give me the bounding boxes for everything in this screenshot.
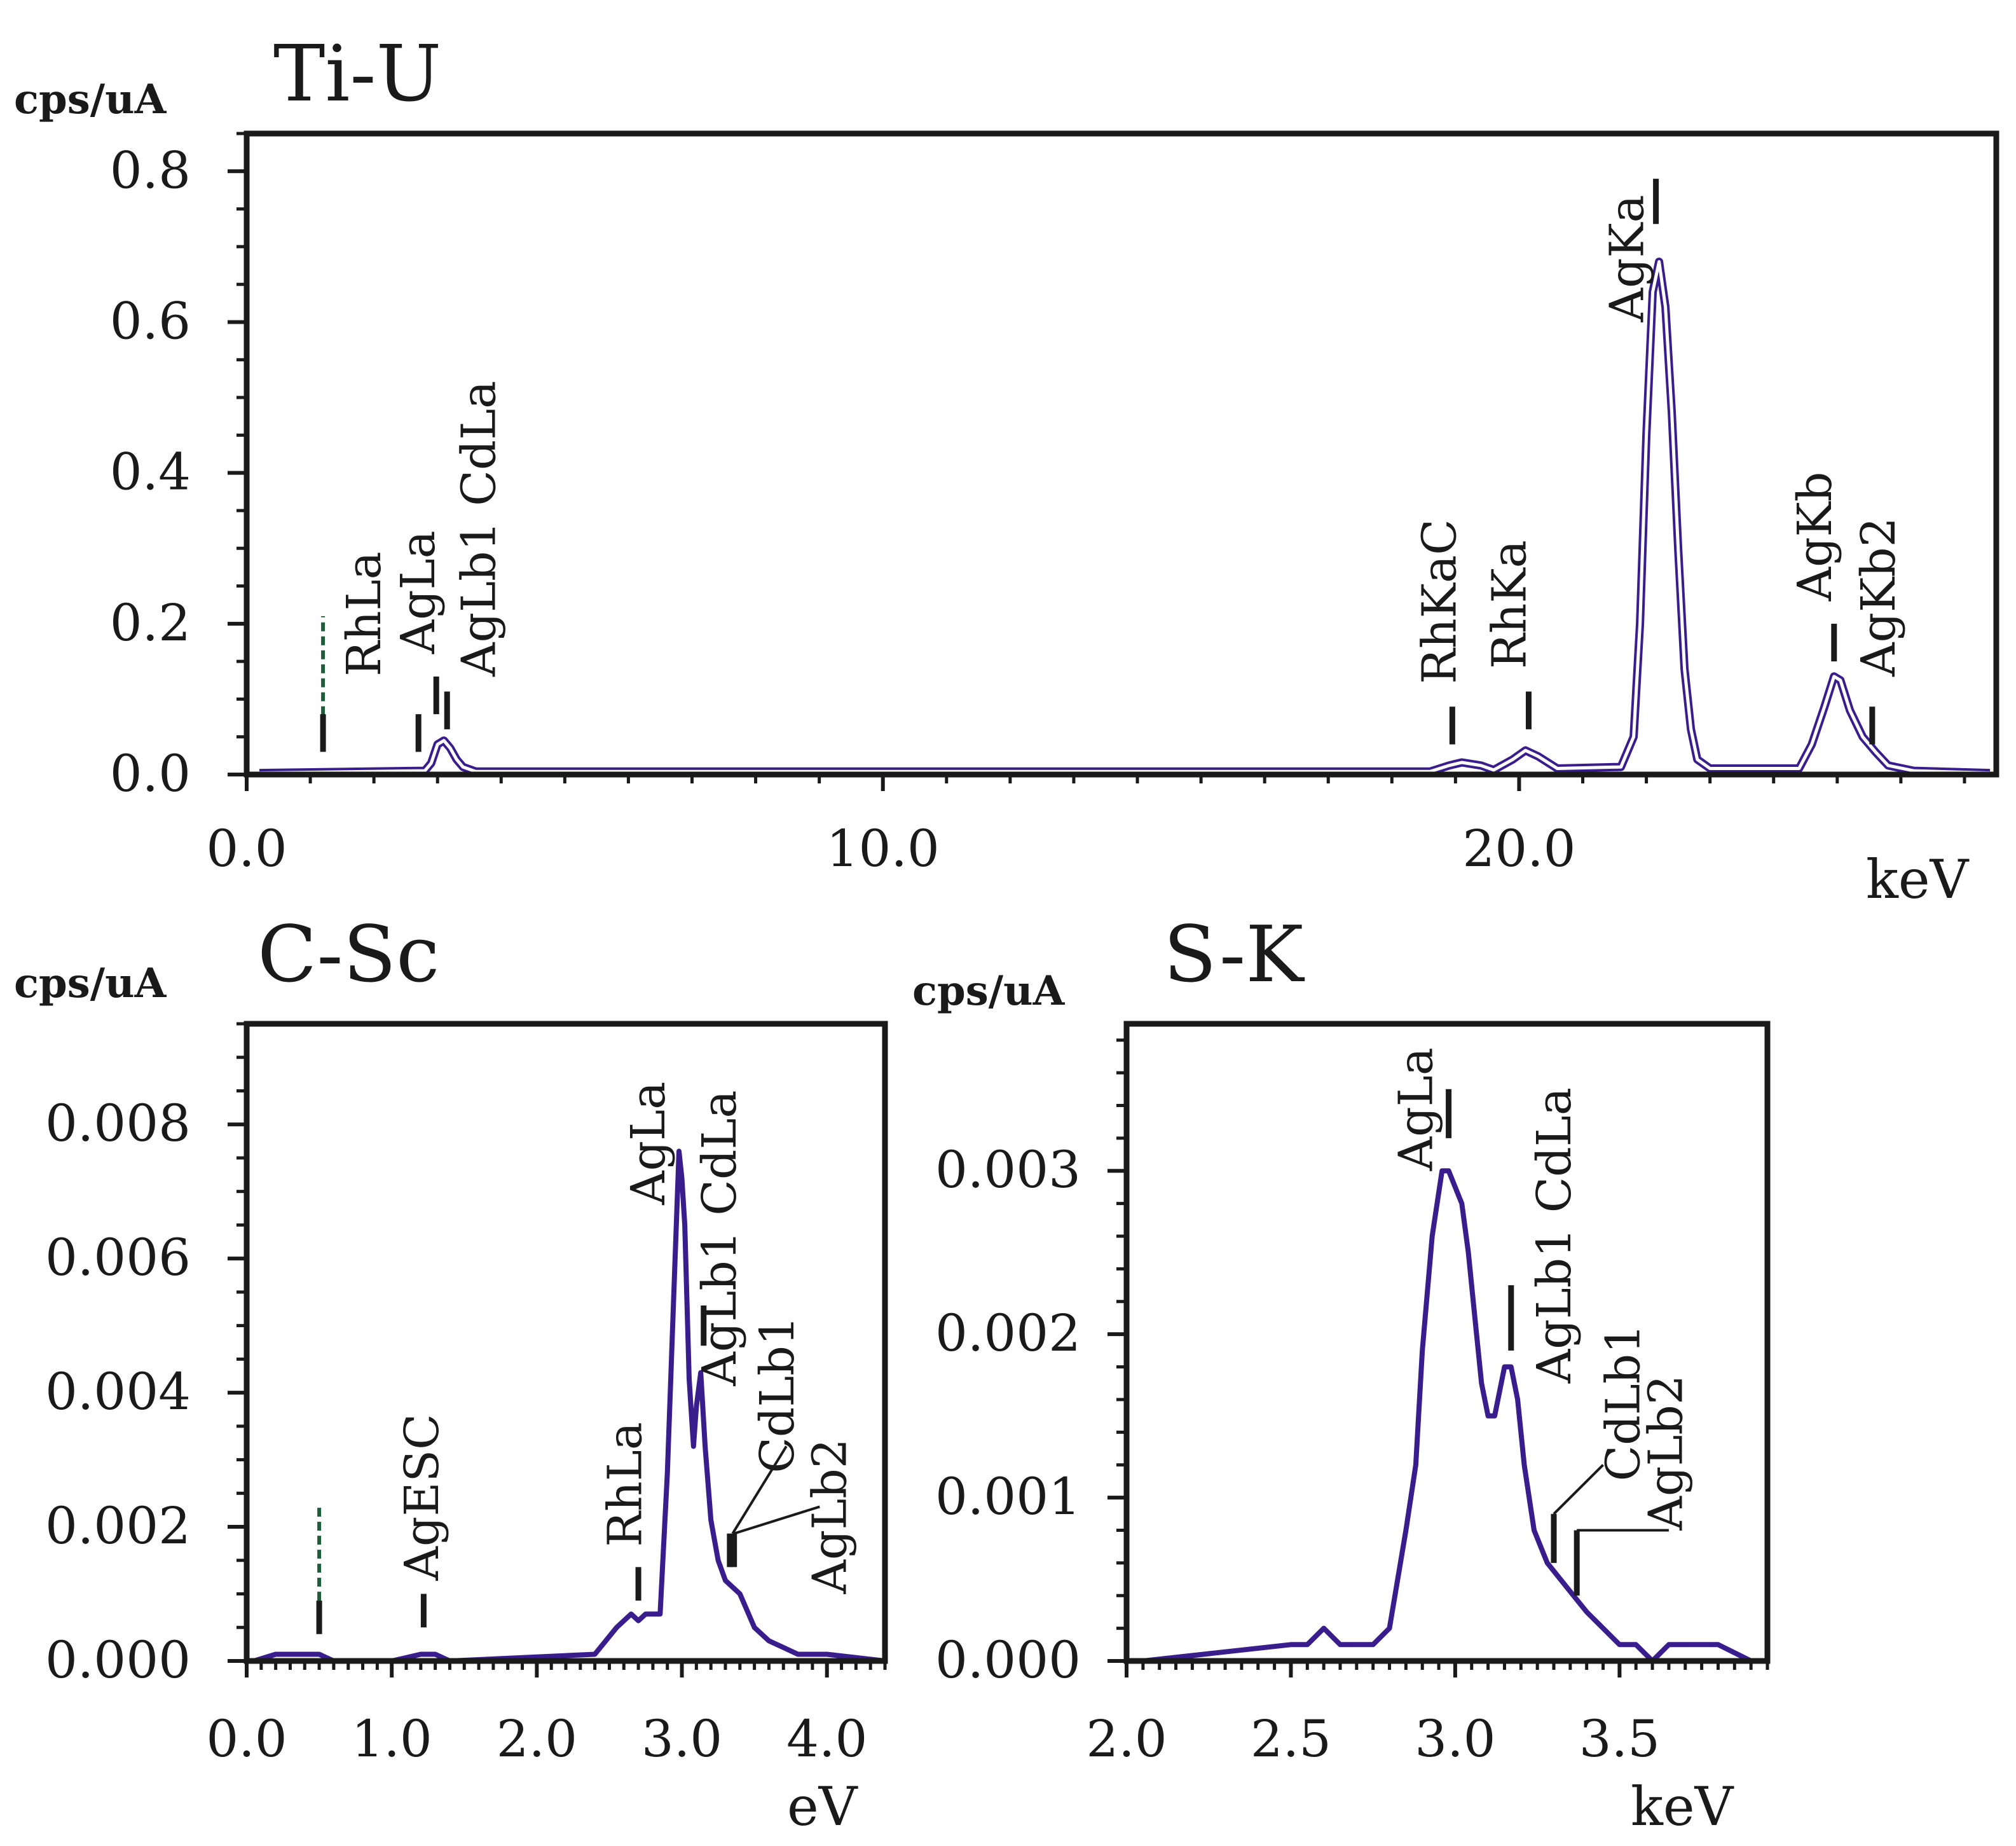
- peak-label: CdLb1: [1596, 1324, 1650, 1482]
- peak-label: AgLb1 CdLa: [451, 381, 506, 677]
- spectrum-line-inner: [259, 260, 1991, 775]
- y-axis-label: cps/uA: [14, 76, 167, 123]
- peak-label: RhLa: [337, 551, 392, 677]
- x-tick-label: 1.0: [352, 1709, 432, 1768]
- peak-label: RhKa: [1482, 540, 1537, 669]
- spectrum-line-outer: [259, 258, 1991, 778]
- peak-label: AgLb2: [802, 1438, 857, 1594]
- x-tick-label: 3.0: [1415, 1709, 1495, 1768]
- x-tick-label: 0.0: [206, 1709, 287, 1768]
- chart-title: C-Sc: [257, 909, 439, 1000]
- leader-line: [731, 1445, 788, 1534]
- x-tick-label: 2.0: [497, 1709, 577, 1768]
- peak-label: AgLb2: [1639, 1375, 1694, 1531]
- chart-c-sc: C-Sc cps/uA eV 0.0 1.0 2.0 3.0 4.0 0.000 0.002…: [14, 909, 888, 1838]
- x-tick-label: 20.0: [1462, 819, 1575, 878]
- peak-label: AgKb2: [1851, 517, 1906, 677]
- x-axis-label: keV: [1631, 1775, 1734, 1838]
- peak-label: CdLb1: [750, 1316, 805, 1473]
- x-tick-label: 0.0: [206, 819, 287, 878]
- y-axis-label: cps/uA: [14, 960, 167, 1007]
- plot-frame: [243, 1021, 888, 1664]
- y-tick-label: 0.004: [45, 1362, 191, 1421]
- y-tick-label: 0.001: [935, 1467, 1081, 1526]
- plot-frame: [1123, 1021, 1771, 1664]
- peak-label: AgLa: [391, 530, 446, 654]
- x-axis-label: eV: [787, 1775, 858, 1838]
- chart-ti-u: Ti-U cps/uA keV 0.0 10.0 20.0 0.0 0.2 0.4 0.6 0…: [14, 29, 1999, 911]
- leader-line: [734, 1505, 820, 1535]
- x-tick-label: 3.0: [641, 1709, 722, 1768]
- y-tick-label: 0.003: [935, 1140, 1081, 1199]
- y-tick-label: 0.002: [935, 1304, 1081, 1363]
- peak-label: RhLa: [598, 1422, 653, 1547]
- peak-label: AgLb1 CdLa: [1527, 1087, 1582, 1384]
- peak-label: AgKb: [1788, 472, 1842, 602]
- plot-frame: [243, 130, 1999, 778]
- peak-label: AgESC: [395, 1414, 449, 1581]
- y-tick-label: 0.002: [45, 1496, 191, 1555]
- y-tick-label: 0.000: [935, 1630, 1081, 1690]
- y-tick-label: 0.0: [110, 744, 191, 803]
- peak-label: AgKa: [1600, 195, 1655, 322]
- x-tick-label: 4.0: [786, 1709, 867, 1768]
- y-axis-label: cps/uA: [912, 967, 1066, 1015]
- peak-label: RhKaC: [1412, 519, 1467, 684]
- y-tick-label: 0.8: [110, 141, 191, 200]
- x-tick-label: 2.0: [1086, 1709, 1167, 1768]
- y-tick-label: 0.000: [45, 1630, 191, 1690]
- spectrum-line: [1142, 1168, 1752, 1663]
- chart-title: S-K: [1163, 909, 1305, 1000]
- chart-s-k: S-K cps/uA keV 2.0 2.5 3.0 3.5 0.000 0.001 0.0…: [912, 909, 1771, 1838]
- peak-label: AgLb1 CdLa: [692, 1090, 747, 1386]
- leader-line: [1553, 1464, 1604, 1515]
- peak-label: AgLa: [1389, 1047, 1444, 1171]
- y-tick-label: 0.6: [110, 291, 191, 350]
- x-tick-label: 3.5: [1579, 1709, 1660, 1768]
- chart-title: Ti-U: [273, 29, 441, 119]
- peak-label: AgLa: [621, 1082, 676, 1206]
- y-tick-label: 0.008: [45, 1094, 191, 1153]
- x-tick-label: 2.5: [1251, 1709, 1331, 1768]
- y-tick-label: 0.2: [110, 593, 191, 652]
- y-tick-label: 0.006: [45, 1228, 191, 1287]
- x-axis-label: keV: [1866, 848, 1970, 911]
- x-tick-label: 10.0: [826, 819, 940, 878]
- y-tick-label: 0.4: [110, 443, 191, 502]
